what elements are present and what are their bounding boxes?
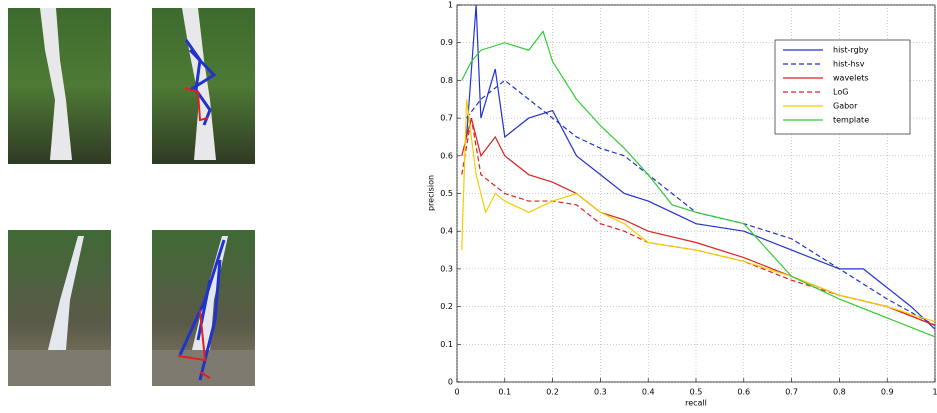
- image-bottom-left: [8, 230, 111, 386]
- y-tick-label: 1: [448, 1, 453, 10]
- legend-label: hist-rgby: [833, 46, 869, 55]
- x-tick-label: 0.8: [833, 388, 846, 397]
- y-tick-label: 0: [448, 378, 453, 387]
- y-tick-label: 0.3: [440, 264, 453, 273]
- image-top-left: [8, 8, 111, 164]
- legend-label: LoG: [833, 88, 848, 97]
- y-tick-label: 0.4: [440, 227, 453, 236]
- y-tick-label: 0.7: [440, 114, 453, 123]
- x-tick-label: 0.7: [785, 388, 798, 397]
- legend-label: hist-hsv: [833, 60, 865, 69]
- plot: recall precision 0 0.1 0.2 0.3 0.4 0.5 0.6 0.7 0…: [427, 1, 937, 408]
- legend: hist-rgby hist-hsv wavelets LoG Gabor templat…: [775, 40, 910, 134]
- x-tick-label: 0: [454, 388, 459, 397]
- x-tick-label: 0.5: [690, 388, 703, 397]
- image-bottom-right: [152, 230, 255, 386]
- y-axis-label: precision: [427, 175, 436, 211]
- x-tick-label: 1: [932, 388, 937, 397]
- y-tick-label: 0.5: [440, 189, 453, 198]
- y-tick-label: 0.2: [440, 302, 453, 311]
- x-tick-label: 0.6: [737, 388, 750, 397]
- legend-label: Gabor: [833, 102, 858, 111]
- x-tick-label: 0.2: [546, 388, 559, 397]
- y-tick-label: 0.6: [440, 151, 453, 160]
- y-tick-label: 0.8: [440, 76, 453, 85]
- x-tick-label: 0.9: [881, 388, 894, 397]
- y-tick-label: 0.1: [440, 340, 453, 349]
- legend-label: wavelets: [833, 74, 869, 83]
- legend-label: template: [833, 116, 869, 125]
- x-tick-label: 0.3: [594, 388, 607, 397]
- x-tick-label: 0.1: [498, 388, 511, 397]
- y-tick-label: 0.9: [440, 38, 453, 47]
- image-top-right: [152, 8, 255, 164]
- x-axis-label: recall: [685, 399, 707, 408]
- x-tick-label: 0.4: [642, 388, 655, 397]
